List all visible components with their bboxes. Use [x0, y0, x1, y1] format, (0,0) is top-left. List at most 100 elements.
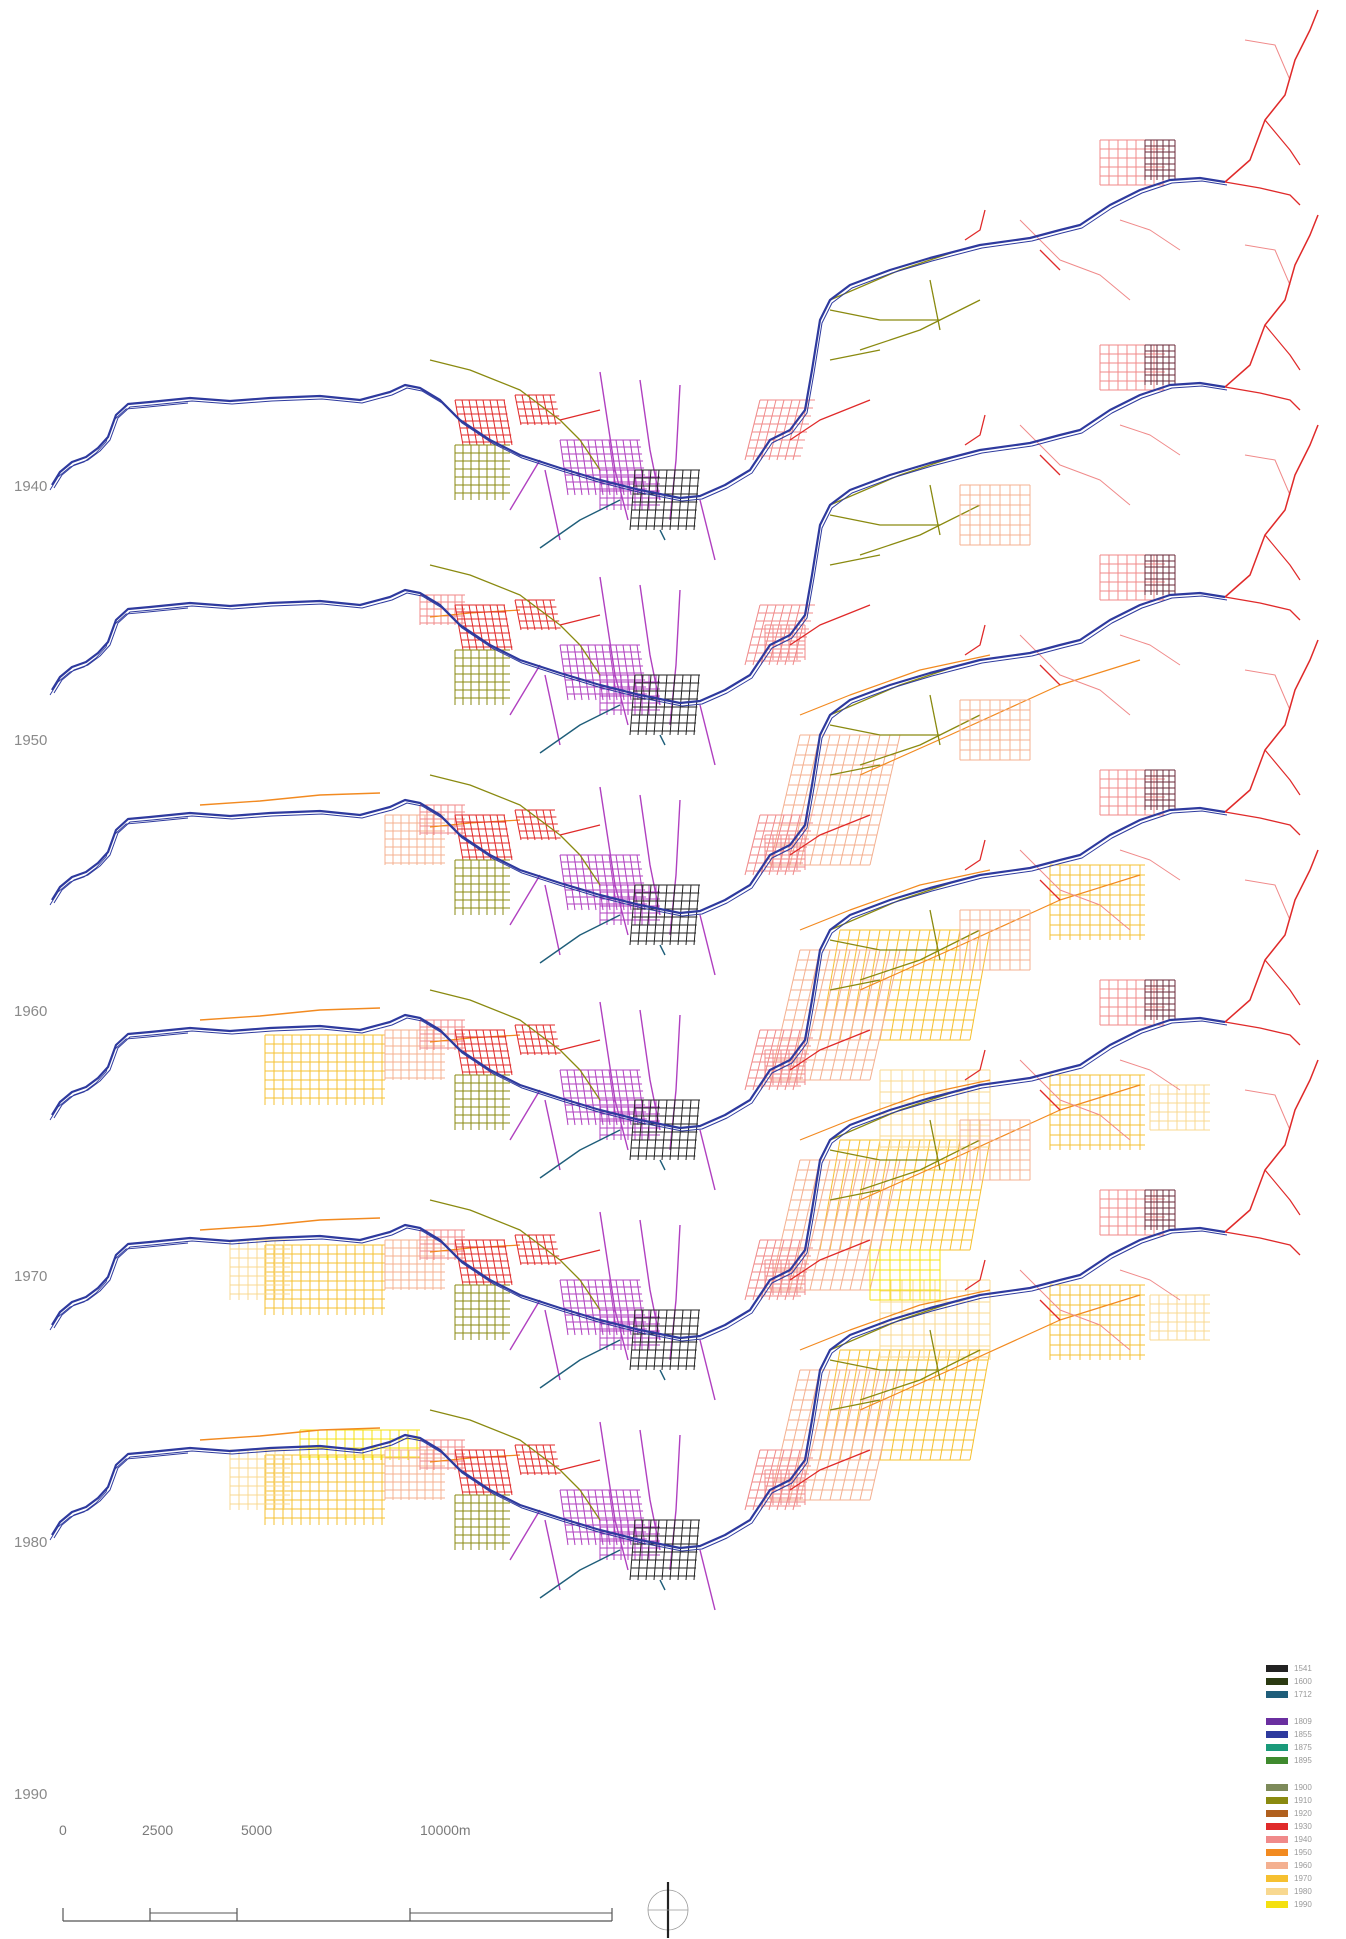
- trail-1940: [1019, 1059, 1131, 1141]
- map-panel-1970: [49, 639, 1319, 1191]
- road-1930: [559, 1039, 601, 1051]
- road-1910: [929, 1119, 941, 1171]
- street: [839, 1369, 871, 1501]
- street: [549, 394, 557, 426]
- street: [768, 1449, 785, 1511]
- street: [809, 734, 841, 866]
- street: [559, 1279, 569, 1336]
- trail-1940: [1119, 849, 1181, 881]
- street: [535, 1024, 543, 1056]
- expansion-east-1970: [819, 1349, 991, 1461]
- street: [521, 599, 529, 631]
- street: [809, 949, 841, 1081]
- road-1712: [659, 529, 666, 541]
- legend-item-1910: 1910: [1266, 1794, 1336, 1807]
- trail-1940: [1019, 849, 1131, 931]
- expansion-north-1980: [879, 1279, 991, 1360]
- street: [889, 1349, 911, 1461]
- street: [645, 1519, 652, 1581]
- street: [784, 604, 801, 666]
- street: [909, 1139, 931, 1251]
- street: [559, 1069, 569, 1126]
- street: [752, 1449, 769, 1511]
- street: [809, 1159, 841, 1291]
- street: [629, 469, 636, 531]
- street: [959, 929, 981, 1041]
- street: [637, 1309, 644, 1371]
- hills-1940: [1099, 139, 1165, 186]
- legend-item-1900: 1900: [1266, 1781, 1336, 1794]
- street: [784, 1029, 801, 1091]
- legend-label: 1809: [1294, 1717, 1312, 1726]
- legend-item-1990: 1990: [1266, 1898, 1336, 1911]
- trail-1940: [1119, 1059, 1181, 1091]
- ravine: [1224, 386, 1301, 411]
- street: [909, 929, 931, 1041]
- hills-old: [1144, 139, 1176, 180]
- colonial-axis: [599, 371, 629, 521]
- road-1950: [199, 1217, 381, 1231]
- street: [744, 1449, 761, 1511]
- district-1930-west: [454, 1449, 513, 1496]
- legend-item-1920: 1920: [1266, 1807, 1336, 1820]
- north-arrow-icon: [647, 1882, 689, 1938]
- legend-label: 1950: [1294, 1848, 1312, 1857]
- hills-1940: [1099, 979, 1165, 1026]
- road-1910: [829, 249, 961, 301]
- district-1930-north: [514, 394, 561, 426]
- road-1910: [429, 774, 561, 836]
- colonial-axis: [699, 499, 716, 561]
- district-1809: [559, 644, 648, 701]
- river-bank: [53, 1230, 1228, 1552]
- legend-gap: [1266, 1767, 1336, 1781]
- road-1950: [199, 1427, 381, 1441]
- street: [549, 599, 557, 631]
- colonial-axis: [699, 1129, 716, 1191]
- street: [752, 399, 769, 461]
- colonial-axis: [544, 1309, 561, 1381]
- legend-item-1855: 1855: [1266, 1728, 1336, 1741]
- expansion-upper-1970: [1049, 864, 1145, 940]
- street: [661, 674, 668, 736]
- road-1910: [829, 309, 940, 321]
- street: [819, 734, 851, 866]
- expansion-west-1960: [384, 814, 445, 865]
- road-1950: [799, 1079, 991, 1141]
- street: [669, 1309, 676, 1371]
- street: [899, 929, 921, 1041]
- street: [669, 674, 676, 736]
- ravine: [1224, 849, 1319, 1023]
- map-panel-1960: [49, 424, 1319, 976]
- legend-item-1600: 1600: [1266, 1675, 1336, 1688]
- district-1910-southwest: [454, 859, 510, 915]
- map-panel-1980: [49, 849, 1319, 1401]
- street: [645, 1309, 652, 1371]
- road-1930: [1039, 879, 1061, 901]
- road-1910: [559, 419, 601, 471]
- street: [549, 809, 557, 841]
- legend-label: 1940: [1294, 1835, 1312, 1844]
- district-1930-west: [454, 1029, 513, 1076]
- road-1950: [859, 874, 1141, 991]
- street: [819, 949, 851, 1081]
- colonial-axis: [544, 1519, 561, 1591]
- street: [869, 949, 901, 1081]
- legend-label: 1900: [1294, 1783, 1312, 1792]
- expansion-west-1970: [264, 1454, 385, 1525]
- road-1930: [559, 824, 601, 836]
- ravine: [1224, 639, 1319, 813]
- river: [51, 1226, 1226, 1550]
- street: [637, 674, 644, 736]
- street: [535, 1444, 543, 1476]
- road-1910: [559, 1049, 601, 1101]
- street: [653, 1519, 660, 1581]
- road-1930: [789, 814, 871, 856]
- street: [528, 809, 536, 841]
- street: [645, 884, 652, 946]
- road-1712: [659, 1369, 666, 1381]
- street: [514, 394, 522, 426]
- street: [744, 604, 761, 666]
- legend-swatch: [1266, 1784, 1288, 1791]
- road-1712: [659, 1579, 666, 1591]
- colonial-axis: [599, 1211, 629, 1361]
